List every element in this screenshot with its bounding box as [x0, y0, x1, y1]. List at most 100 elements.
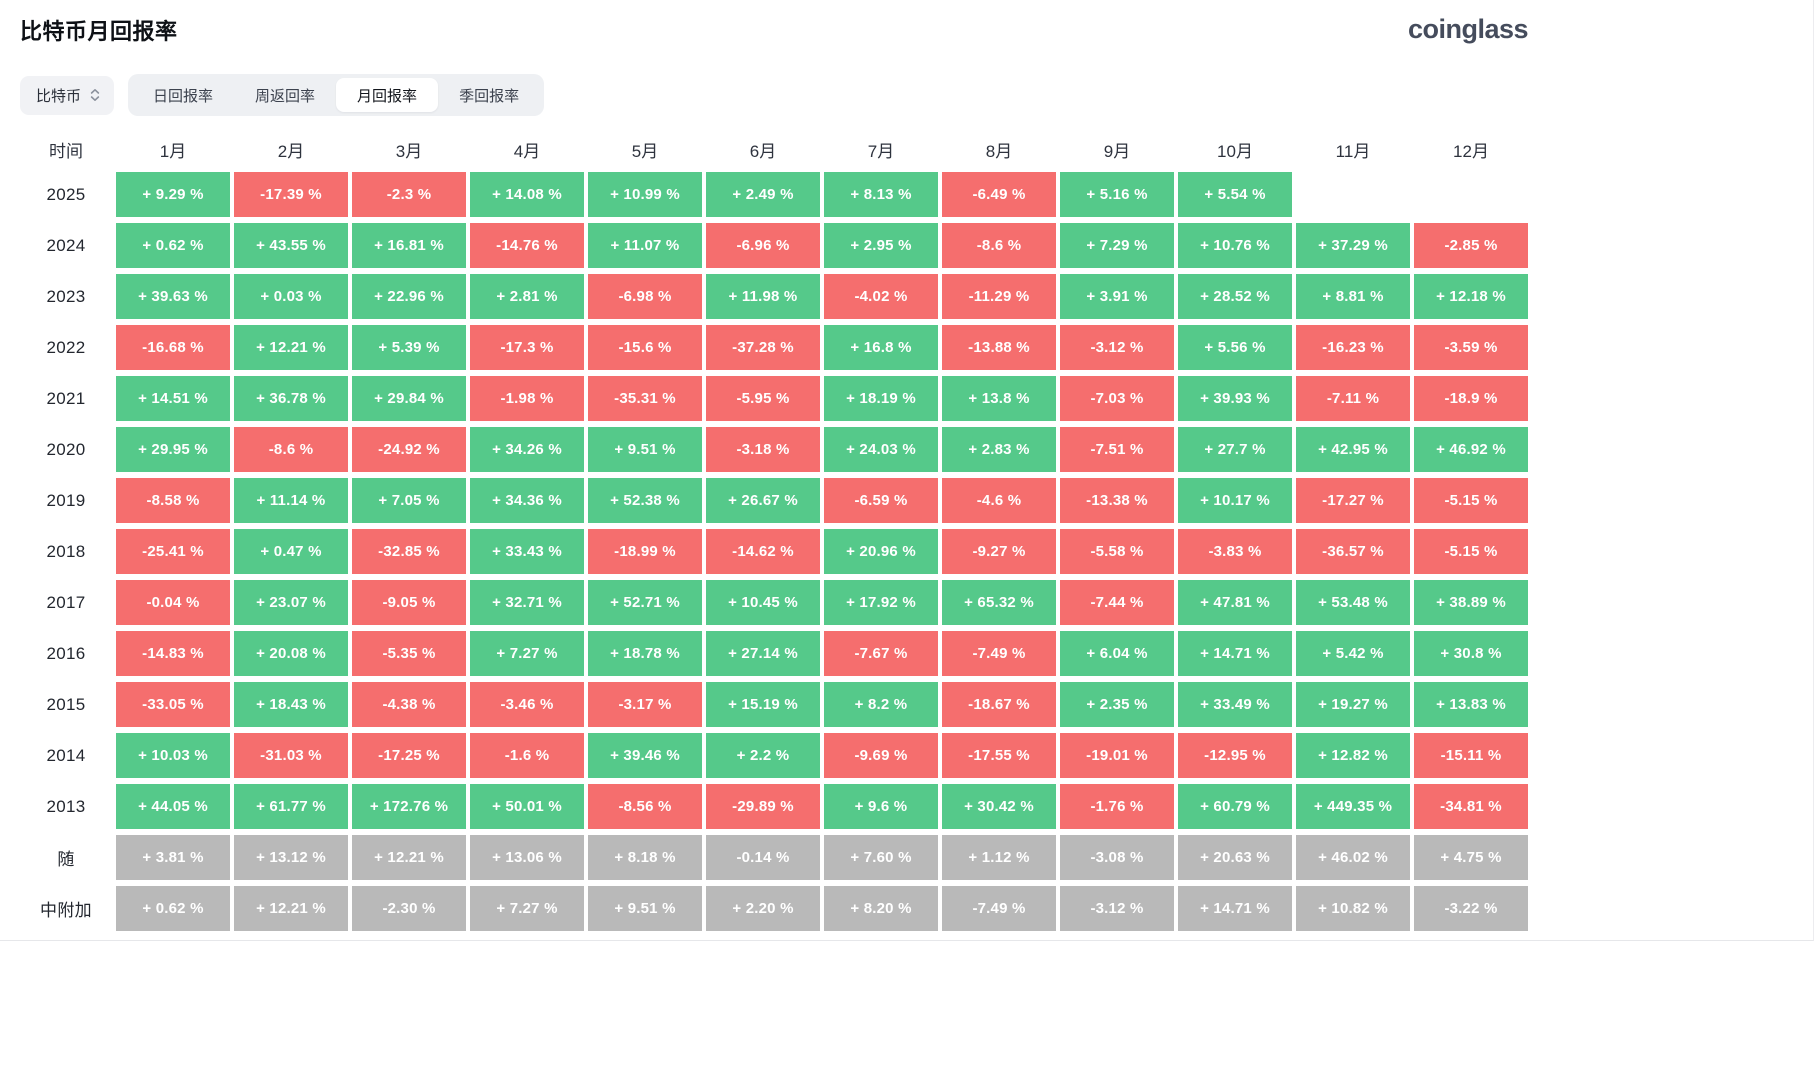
return-cell: + 30.42 %	[942, 784, 1056, 829]
table-row-2019: 2019 -8.58 % + 11.14 % + 7.05 % + 34.36 % + 5…	[20, 478, 1528, 523]
return-cell: + 17.92 %	[824, 580, 938, 625]
column-header-month: 1月	[159, 141, 187, 161]
return-cell: + 39.46 %	[588, 733, 702, 778]
return-cell: + 10.76 %	[1178, 223, 1292, 268]
return-cell: -8.6 %	[234, 427, 348, 472]
return-cell: -2.3 %	[352, 172, 466, 217]
return-cell: + 32.71 %	[470, 580, 584, 625]
return-cell: + 65.32 %	[942, 580, 1056, 625]
return-cell: + 10.03 %	[116, 733, 230, 778]
return-cell: + 34.36 %	[470, 478, 584, 523]
return-cell: + 20.63 %	[1178, 835, 1292, 880]
return-cell: -14.83 %	[116, 631, 230, 676]
return-cell: + 172.76 %	[352, 784, 466, 829]
column-header-month: 2月	[277, 141, 305, 161]
return-cell: -6.49 %	[942, 172, 1056, 217]
return-cell: -17.39 %	[234, 172, 348, 217]
return-cell: + 44.05 %	[116, 784, 230, 829]
return-cell: -3.08 %	[1060, 835, 1174, 880]
tab-period-2[interactable]: 周返回率	[234, 78, 336, 112]
empty-cell	[1296, 172, 1410, 217]
return-cell: + 9.51 %	[588, 427, 702, 472]
return-cell: + 1.12 %	[942, 835, 1056, 880]
return-cell: + 13.06 %	[470, 835, 584, 880]
return-cell: -3.17 %	[588, 682, 702, 727]
return-cell: -3.18 %	[706, 427, 820, 472]
return-cell: + 2.81 %	[470, 274, 584, 319]
column-header-month: 11月	[1335, 141, 1371, 161]
column-header-month: 3月	[395, 141, 423, 161]
return-cell: + 46.02 %	[1296, 835, 1410, 880]
return-cell: -17.55 %	[942, 733, 1056, 778]
return-cell: -8.58 %	[116, 478, 230, 523]
return-cell: + 0.62 %	[116, 886, 230, 931]
table-row-2022: 2022 -16.68 % + 12.21 % + 5.39 % -17.3 % -15.…	[20, 325, 1528, 370]
column-header-month: 9月	[1103, 141, 1131, 161]
return-cell: -4.02 %	[824, 274, 938, 319]
return-cell: -3.12 %	[1060, 325, 1174, 370]
return-cell: + 5.56 %	[1178, 325, 1292, 370]
return-cell: -16.23 %	[1296, 325, 1410, 370]
table-header-row: 时间 1月 2月 3月 4月 5月 6月 7月 8月 9月 10月 11月 12月	[20, 126, 1528, 172]
return-cell: + 18.43 %	[234, 682, 348, 727]
return-cell: + 20.96 %	[824, 529, 938, 574]
return-cell: -32.85 %	[352, 529, 466, 574]
return-cell: -16.68 %	[116, 325, 230, 370]
return-cell: + 8.18 %	[588, 835, 702, 880]
return-cell: -17.25 %	[352, 733, 466, 778]
return-cell: + 2.20 %	[706, 886, 820, 931]
return-cell: + 16.8 %	[824, 325, 938, 370]
coin-selector[interactable]: 比特币	[20, 75, 115, 115]
return-cell: -1.6 %	[470, 733, 584, 778]
return-cell: + 33.49 %	[1178, 682, 1292, 727]
return-cell: + 8.81 %	[1296, 274, 1410, 319]
return-cell: + 14.08 %	[470, 172, 584, 217]
empty-cell	[1414, 172, 1528, 217]
return-cell: + 42.95 %	[1296, 427, 1410, 472]
tab-period-4[interactable]: 季回报率	[438, 78, 540, 112]
return-cell: + 12.82 %	[1296, 733, 1410, 778]
return-cell: + 29.95 %	[116, 427, 230, 472]
return-cell: + 2.35 %	[1060, 682, 1174, 727]
return-cell: + 15.19 %	[706, 682, 820, 727]
return-cell: + 0.03 %	[234, 274, 348, 319]
return-cell: + 0.47 %	[234, 529, 348, 574]
return-cell: + 7.27 %	[470, 886, 584, 931]
return-cell: + 7.60 %	[824, 835, 938, 880]
row-label: 2022	[46, 337, 86, 357]
return-cell: + 8.20 %	[824, 886, 938, 931]
table-body: 2025 + 9.29 % -17.39 % -2.3 % + 14.08 % + 10.…	[20, 172, 1528, 931]
return-cell: + 23.07 %	[234, 580, 348, 625]
return-cell: + 10.17 %	[1178, 478, 1292, 523]
tab-period-1[interactable]: 日回报率	[132, 78, 234, 112]
return-cell: -13.88 %	[942, 325, 1056, 370]
table-row-2023: 2023 + 39.63 % + 0.03 % + 22.96 % + 2.81 % -6…	[20, 274, 1528, 319]
return-cell: + 0.62 %	[116, 223, 230, 268]
return-cell: + 2.49 %	[706, 172, 820, 217]
return-cell: -5.35 %	[352, 631, 466, 676]
return-cell: + 12.21 %	[352, 835, 466, 880]
return-cell: -11.29 %	[942, 274, 1056, 319]
return-cell: -7.11 %	[1296, 376, 1410, 421]
return-cell: -6.59 %	[824, 478, 938, 523]
table-row-2021: 2021 + 14.51 % + 36.78 % + 29.84 % -1.98 % -3…	[20, 376, 1528, 421]
tab-period-3[interactable]: 月回报率	[336, 78, 439, 112]
return-cell: -7.03 %	[1060, 376, 1174, 421]
return-cell: + 14.71 %	[1178, 631, 1292, 676]
return-cell: -6.98 %	[588, 274, 702, 319]
return-cell: -17.27 %	[1296, 478, 1410, 523]
return-cell: -29.89 %	[706, 784, 820, 829]
return-cell: -3.59 %	[1414, 325, 1528, 370]
return-cell: + 33.43 %	[470, 529, 584, 574]
return-cell: -8.6 %	[942, 223, 1056, 268]
return-cell: -5.15 %	[1414, 478, 1528, 523]
return-cell: -13.38 %	[1060, 478, 1174, 523]
return-cell: + 60.79 %	[1178, 784, 1292, 829]
return-cell: + 2.95 %	[824, 223, 938, 268]
updown-chevron-icon	[90, 87, 100, 103]
return-cell: + 27.7 %	[1178, 427, 1292, 472]
return-cell: + 12.21 %	[234, 886, 348, 931]
table-row-2015: 2015 -33.05 % + 18.43 % -4.38 % -3.46 % -3.17…	[20, 682, 1528, 727]
return-cell: -1.76 %	[1060, 784, 1174, 829]
row-label: 随	[57, 850, 75, 869]
